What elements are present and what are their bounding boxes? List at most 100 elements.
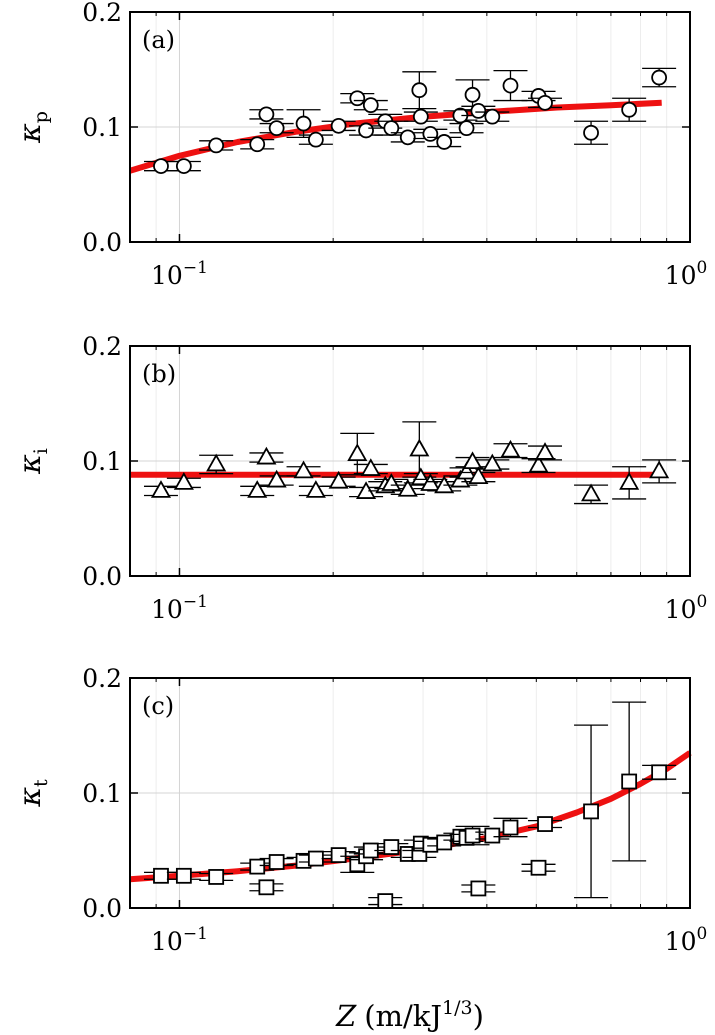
triangle-marker xyxy=(619,472,640,490)
circle-marker xyxy=(295,115,312,132)
data-point xyxy=(349,481,384,499)
data-point xyxy=(143,480,178,498)
y-axis-symbol: κ xyxy=(13,787,48,808)
x-tick-label: 100 xyxy=(665,592,708,624)
circle-marker xyxy=(208,137,225,154)
data-point xyxy=(449,120,484,137)
data-point xyxy=(455,451,490,470)
square-marker xyxy=(330,847,347,863)
square-marker xyxy=(175,867,192,884)
x-tick-exponent: −1 xyxy=(183,924,208,944)
triangle-marker xyxy=(256,446,277,465)
x-tick-label: 10−1 xyxy=(151,258,208,290)
circle-marker xyxy=(358,122,374,139)
circle-marker xyxy=(307,131,324,148)
data-point xyxy=(461,880,496,897)
panel-label: (c) xyxy=(142,692,174,720)
circle-marker xyxy=(330,117,347,134)
data-point xyxy=(321,117,356,134)
data-point xyxy=(240,858,275,875)
triangle-marker xyxy=(456,461,477,480)
circle-marker xyxy=(411,82,428,99)
circle-marker xyxy=(383,120,400,137)
x-tick-exponent: 0 xyxy=(696,258,707,278)
triangle-marker xyxy=(649,460,670,479)
data-point xyxy=(249,106,284,123)
square-marker xyxy=(502,819,519,836)
y-tick-label: 0.0 xyxy=(82,228,122,257)
circle-marker xyxy=(502,77,519,94)
data-point xyxy=(521,859,556,876)
circle-marker xyxy=(621,101,638,118)
y-tick-label: 0.1 xyxy=(82,779,122,808)
data-point xyxy=(528,442,563,461)
panel-c: 0.00.10.210−1 100(c)κtZ (m/kJ1/3) xyxy=(13,664,707,1033)
circle-marker xyxy=(464,86,481,103)
data-point xyxy=(249,446,284,465)
triangle-marker xyxy=(581,483,602,502)
y-axis-label: κi xyxy=(13,448,52,475)
data-point xyxy=(353,458,388,476)
data-point xyxy=(475,108,510,125)
triangle-marker xyxy=(397,478,418,497)
data-point xyxy=(166,158,201,175)
data-point xyxy=(199,869,234,885)
triangle-marker xyxy=(381,473,402,491)
square-marker xyxy=(530,859,547,876)
triangle-marker xyxy=(534,442,556,460)
square-marker xyxy=(621,773,638,790)
data-point xyxy=(475,453,510,472)
square-marker xyxy=(470,880,487,897)
triangle-marker xyxy=(247,480,268,498)
data-point xyxy=(166,472,201,490)
x-tick-label: 100 xyxy=(665,924,708,956)
square-marker xyxy=(383,839,400,855)
square-marker xyxy=(422,836,439,853)
data-point xyxy=(353,97,388,114)
circle-marker xyxy=(249,136,266,153)
panel-b: 0.00.10.210−1 100(b)κi xyxy=(13,332,707,624)
x-tick-base: 10 xyxy=(151,261,183,290)
circle-marker xyxy=(583,124,599,141)
y-axis-subscript: t xyxy=(30,779,52,787)
data-point xyxy=(521,454,556,474)
data-point xyxy=(340,90,375,107)
square-marker xyxy=(464,827,481,844)
data-point xyxy=(642,764,677,781)
data-point xyxy=(403,467,438,486)
triangle-marker xyxy=(206,453,227,472)
data-point xyxy=(612,701,647,862)
circle-marker xyxy=(537,94,553,111)
x-axis-unit: (m/kJ xyxy=(364,999,442,1033)
square-marker xyxy=(651,764,668,781)
x-tick-exponent: −1 xyxy=(183,258,208,278)
data-point xyxy=(528,816,563,832)
triangle-marker xyxy=(347,443,368,462)
triangle-marker xyxy=(266,469,287,488)
circle-marker xyxy=(153,158,169,175)
x-tick-exponent: −1 xyxy=(183,592,208,612)
data-point xyxy=(240,136,275,153)
data-point xyxy=(374,473,409,491)
panel-label: (b) xyxy=(142,360,176,388)
square-marker xyxy=(537,816,553,832)
x-tick-label: 10−1 xyxy=(151,924,208,956)
circle-marker xyxy=(412,108,429,125)
data-point xyxy=(528,94,563,111)
data-point xyxy=(368,893,403,909)
data-point xyxy=(402,421,437,478)
circle-marker xyxy=(422,125,439,142)
triangle-marker xyxy=(328,470,349,489)
panel-label: (a) xyxy=(142,26,175,54)
square-marker xyxy=(484,827,501,844)
x-tick-exponent: 0 xyxy=(696,924,707,944)
circle-marker xyxy=(362,97,379,114)
y-tick-label: 0.0 xyxy=(82,562,122,591)
triangle-marker xyxy=(293,460,314,479)
square-marker xyxy=(583,803,599,820)
x-axis-variable: Z xyxy=(335,999,357,1033)
y-axis-symbol: κ xyxy=(13,123,48,144)
y-axis-label: κp xyxy=(13,111,52,144)
x-axis-label: Z (m/kJ1/3) xyxy=(335,997,484,1033)
data-point xyxy=(166,867,201,884)
